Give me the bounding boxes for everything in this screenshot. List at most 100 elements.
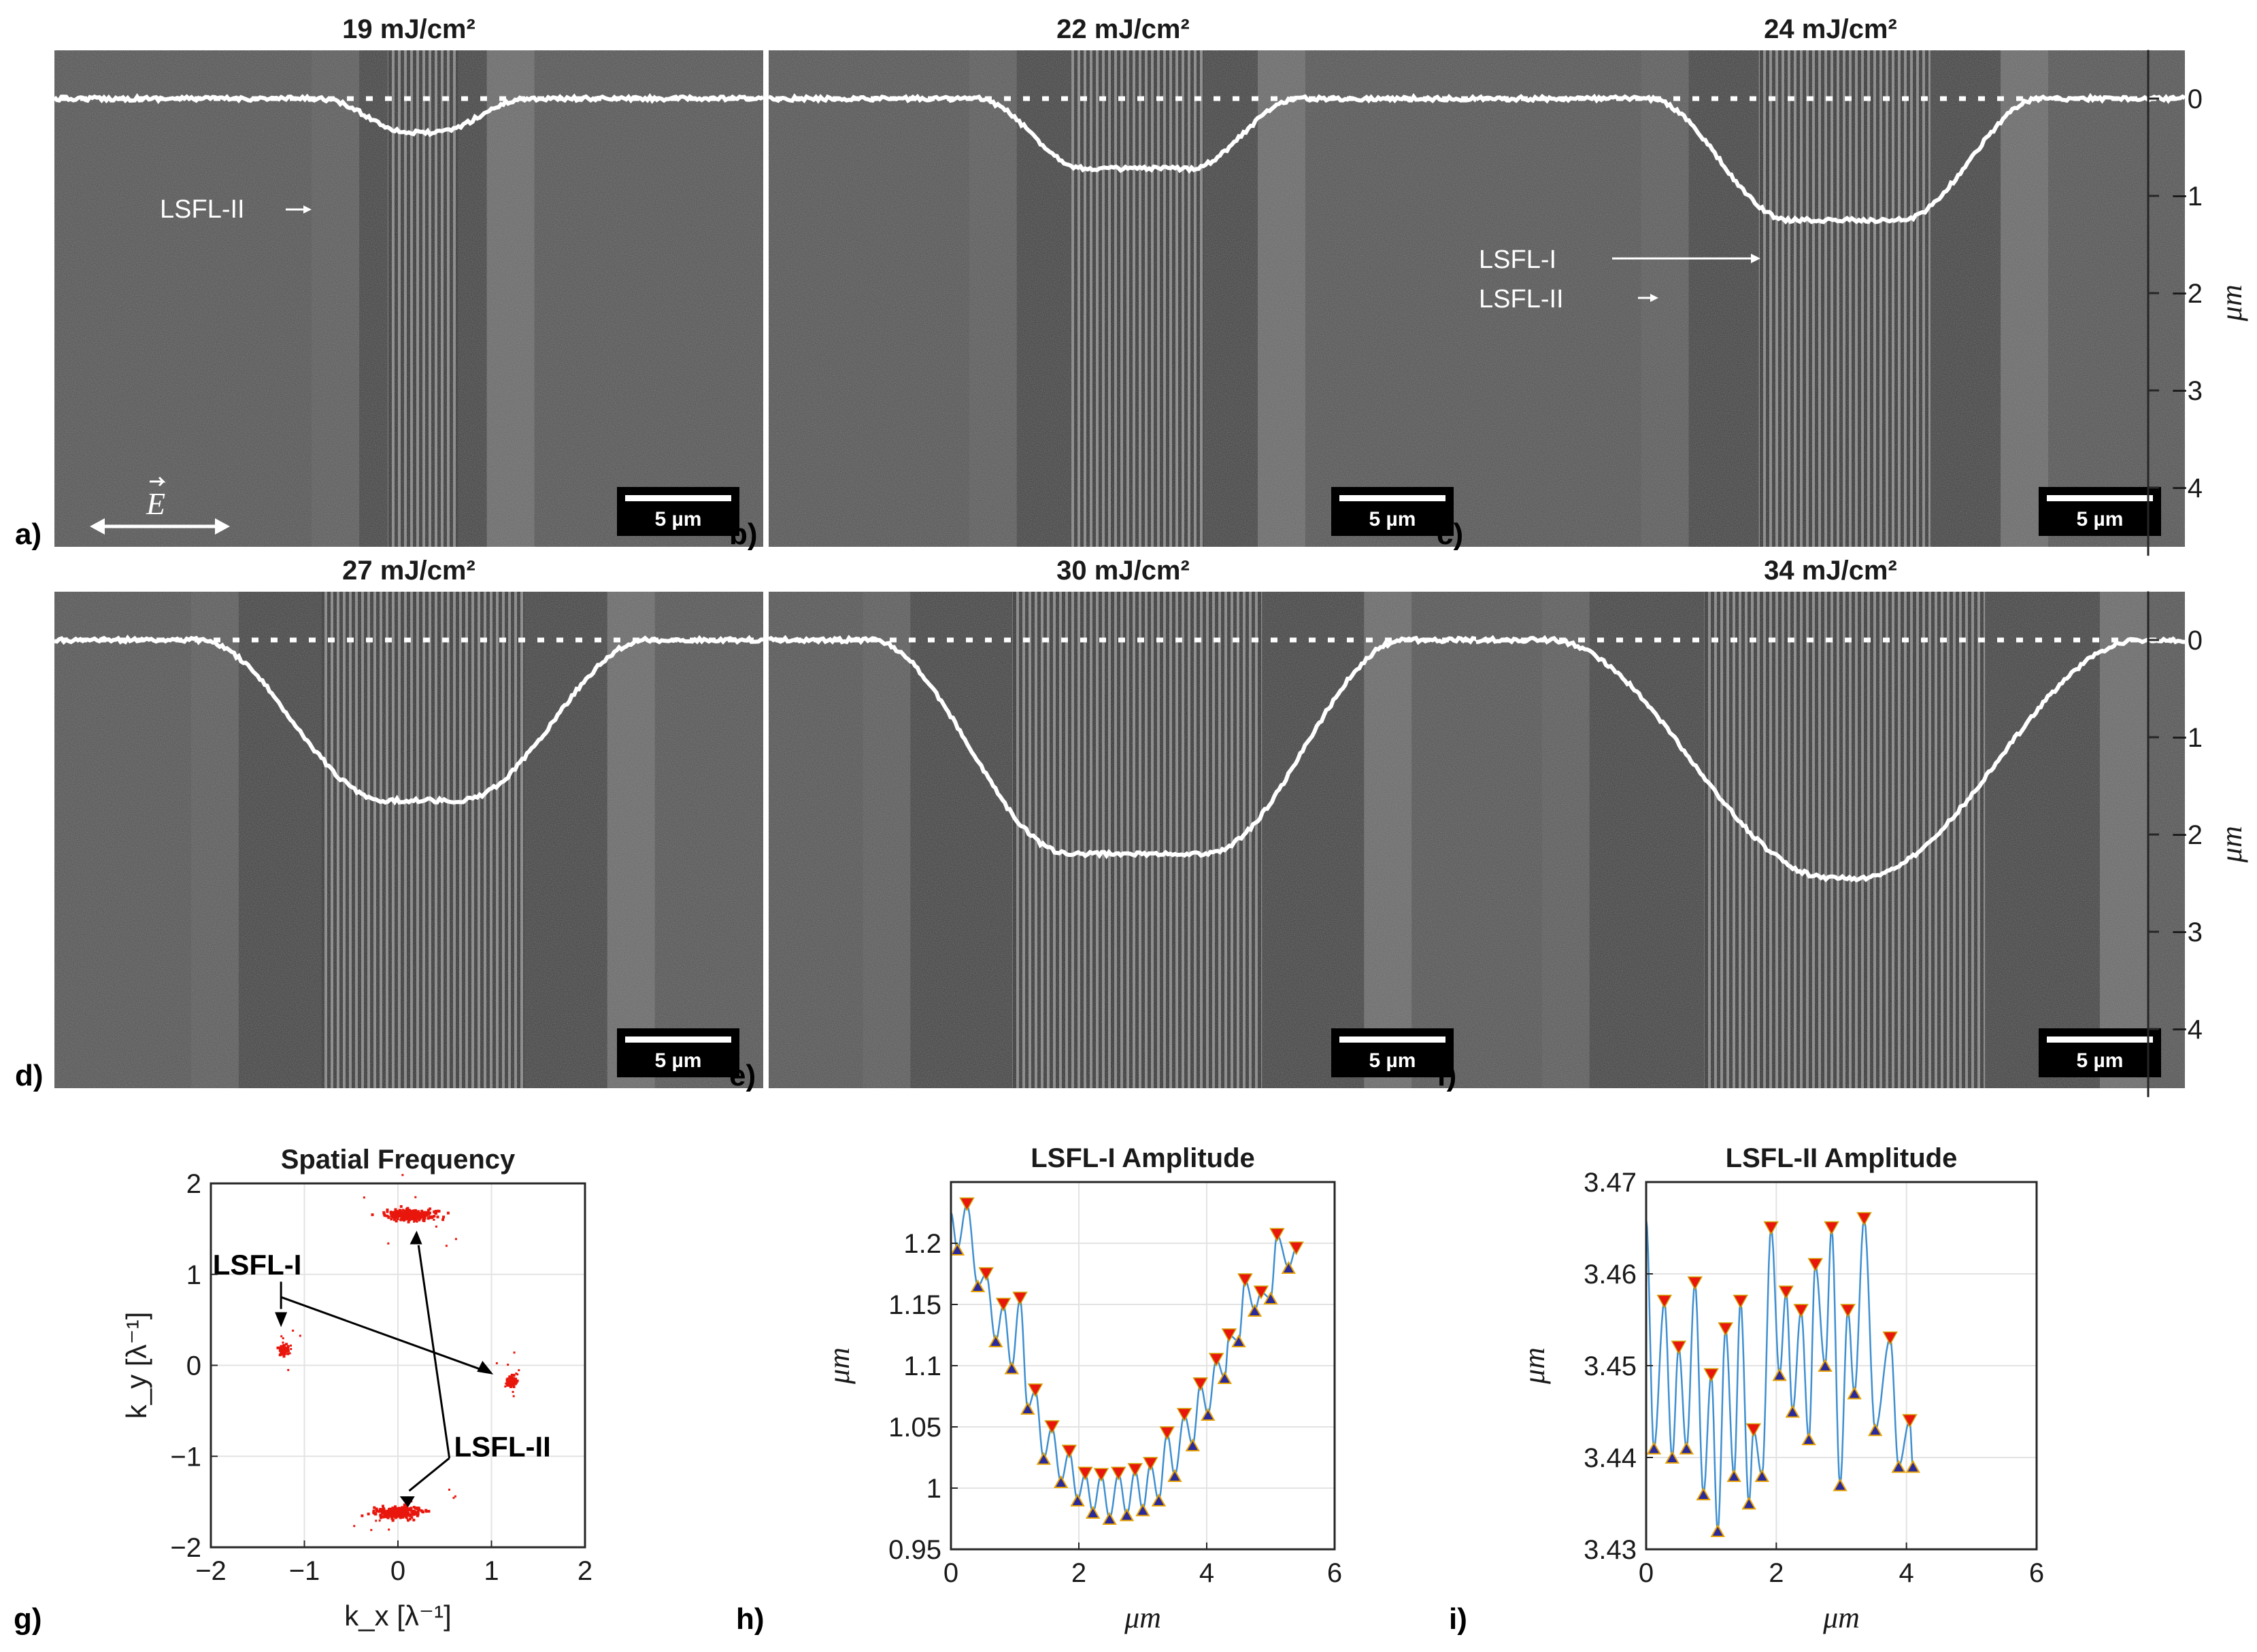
scatter-point bbox=[396, 1513, 399, 1516]
scatter-point bbox=[361, 1514, 364, 1517]
panel-title: 27 mJ/cm² bbox=[342, 556, 475, 586]
x-tick-label: 2 bbox=[578, 1556, 592, 1586]
scatter-point bbox=[408, 1514, 412, 1517]
scatter-point bbox=[391, 1506, 395, 1510]
maximum-marker bbox=[1840, 1304, 1856, 1318]
minimum-marker bbox=[1247, 1303, 1263, 1317]
scatter-point bbox=[353, 1525, 356, 1528]
scatter-point bbox=[507, 1383, 509, 1385]
scatter-point bbox=[402, 1215, 405, 1218]
scatter-point bbox=[401, 1209, 405, 1212]
scatter-point bbox=[512, 1377, 515, 1379]
scatter-point bbox=[390, 1517, 394, 1520]
scatter-point bbox=[373, 1506, 376, 1509]
scatter-point bbox=[407, 1519, 410, 1522]
scatter-point bbox=[371, 1213, 374, 1217]
scatter-point bbox=[367, 1513, 370, 1516]
scatter-point bbox=[399, 1513, 403, 1517]
maximum-marker bbox=[1718, 1322, 1733, 1336]
scatter-point bbox=[435, 1212, 438, 1215]
minimum-marker bbox=[1772, 1368, 1787, 1381]
scatter-point bbox=[382, 1512, 386, 1515]
scatter-point bbox=[416, 1510, 420, 1513]
sem-panel-c: 5 µm 24 mJ/cm² c) LSFL-I LSFL-II bbox=[1437, 14, 2186, 551]
panel-label: d) bbox=[15, 1059, 44, 1092]
scatter-point bbox=[386, 1510, 390, 1513]
scatter-point bbox=[287, 1347, 290, 1349]
maximum-marker bbox=[1656, 1294, 1673, 1309]
scatter-point bbox=[378, 1519, 381, 1522]
scatter-point bbox=[392, 1218, 396, 1221]
scatter-point bbox=[422, 1215, 425, 1219]
maximum-marker bbox=[1027, 1383, 1043, 1398]
panel-title: 22 mJ/cm² bbox=[1056, 14, 1190, 44]
scatter-point bbox=[382, 1211, 386, 1214]
depth-profile bbox=[52, 92, 765, 137]
scatter-point bbox=[414, 1511, 417, 1514]
scatter-point bbox=[375, 1519, 378, 1522]
y-tick-label: 0.95 bbox=[888, 1535, 941, 1565]
minimum-marker bbox=[1053, 1474, 1069, 1488]
scatter-point bbox=[280, 1351, 283, 1355]
scatter-point bbox=[384, 1512, 388, 1515]
scatter-point bbox=[434, 1209, 437, 1213]
scatter-point bbox=[398, 1515, 401, 1518]
minimum-marker bbox=[1185, 1438, 1201, 1451]
scale-bar-label: 5 µm bbox=[655, 508, 702, 530]
scatter-point bbox=[384, 1515, 387, 1518]
scatter-point bbox=[405, 1517, 408, 1519]
sem-texture bbox=[1476, 50, 2185, 547]
minimum-marker bbox=[1151, 1493, 1167, 1506]
y-tick-label: 1.15 bbox=[888, 1290, 941, 1320]
scatter-point bbox=[283, 1344, 286, 1347]
scatter-point bbox=[409, 1506, 413, 1510]
scatter-point bbox=[286, 1345, 290, 1348]
scatter-point bbox=[407, 1217, 410, 1221]
annotation-lsfl-ii: LSFL-II bbox=[160, 195, 245, 224]
minimum-marker bbox=[1679, 1441, 1694, 1455]
minimum-marker bbox=[1102, 1511, 1117, 1525]
scatter-point bbox=[406, 1215, 409, 1218]
scatter-point bbox=[398, 1508, 401, 1512]
panel-label: a) bbox=[15, 518, 41, 551]
scatter-point bbox=[399, 1214, 402, 1217]
scatter-point bbox=[512, 1385, 516, 1389]
scatter-point bbox=[380, 1508, 383, 1512]
minimum-marker bbox=[1646, 1441, 1662, 1455]
maximum-marker bbox=[1807, 1258, 1824, 1272]
scatter-point bbox=[403, 1213, 406, 1217]
extrema-markers bbox=[950, 1197, 1304, 1525]
scatter-point bbox=[401, 1515, 405, 1519]
scatter-point bbox=[416, 1215, 420, 1219]
scatter-point bbox=[421, 1511, 424, 1514]
minimum-marker bbox=[988, 1334, 1003, 1347]
x-tick-label: 2 bbox=[1071, 1558, 1086, 1588]
scatter-point bbox=[370, 1529, 373, 1532]
scatter-point bbox=[452, 1496, 455, 1499]
scatter-point bbox=[405, 1515, 408, 1519]
scatter-point bbox=[394, 1507, 397, 1511]
minimum-marker bbox=[1070, 1493, 1085, 1506]
scatter-point bbox=[433, 1218, 435, 1221]
sem-texture bbox=[769, 50, 1477, 547]
scatter-point bbox=[405, 1511, 409, 1514]
scatter-point bbox=[412, 1213, 416, 1216]
scatter-point bbox=[436, 1215, 439, 1219]
depth-tick-label: 0 bbox=[2188, 84, 2203, 114]
scatter-point bbox=[379, 1516, 382, 1519]
scatter-point bbox=[403, 1506, 407, 1509]
scatter-point bbox=[448, 1488, 451, 1491]
scatter-point bbox=[388, 1507, 392, 1511]
scatter-point bbox=[512, 1395, 515, 1398]
scatter-point bbox=[507, 1364, 509, 1366]
scatter-point bbox=[282, 1337, 284, 1340]
scatter-point bbox=[278, 1353, 282, 1357]
scatter-point bbox=[424, 1214, 428, 1217]
minimum-marker bbox=[950, 1242, 965, 1255]
annotation-arrow bbox=[280, 1281, 490, 1374]
scatter-point bbox=[445, 1245, 448, 1247]
scatter-point bbox=[417, 1506, 420, 1510]
depth-tick-label: −2 bbox=[2171, 820, 2203, 850]
minimum-marker bbox=[1754, 1468, 1769, 1482]
scatter-point bbox=[388, 1511, 392, 1514]
